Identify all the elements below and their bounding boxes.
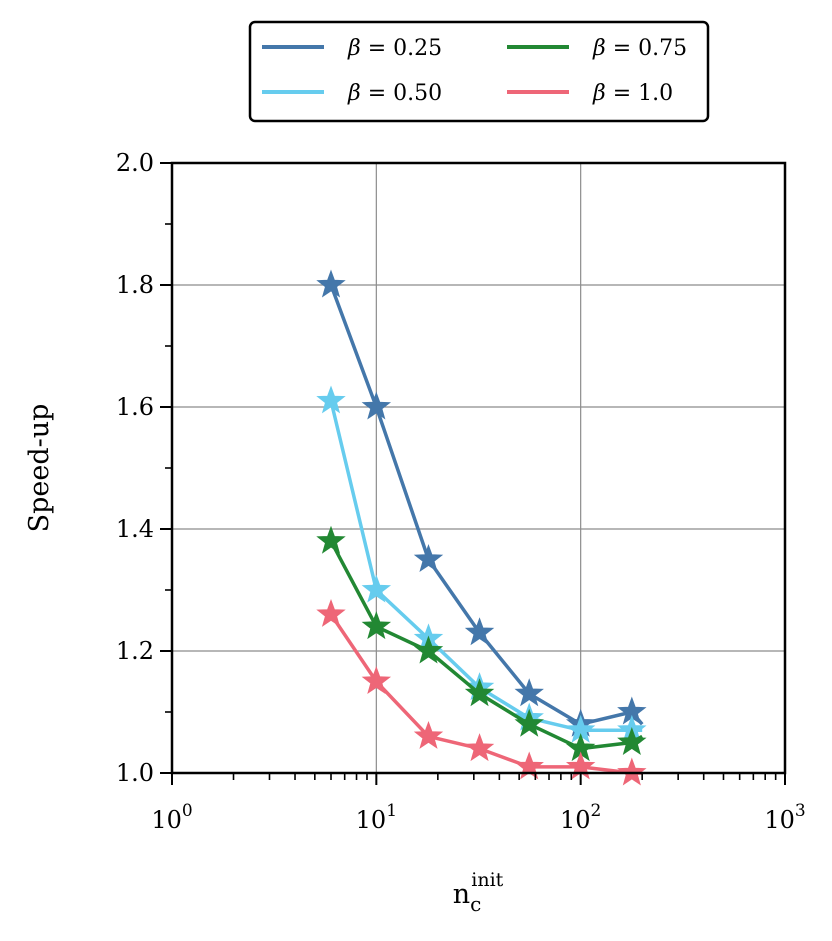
data-point-star bbox=[316, 385, 346, 414]
ticks: 1.0 1.2 1.4 1.6 1.8 2.0 100 101 102 103 bbox=[116, 149, 806, 834]
data-point-star bbox=[361, 611, 392, 640]
legend-label: β = 0.25 bbox=[347, 36, 442, 61]
x-axis-label-base: n bbox=[453, 879, 470, 910]
legend-box bbox=[248, 20, 710, 123]
y-tick-label: 2.0 bbox=[116, 149, 154, 177]
y-tick-label: 1.8 bbox=[116, 271, 154, 299]
x-tick-label: 102 bbox=[560, 801, 601, 834]
x-axis-label-sub: c bbox=[470, 892, 481, 916]
data-point-star bbox=[316, 525, 346, 554]
data-point-star bbox=[464, 733, 495, 762]
y-tick-label: 1.6 bbox=[116, 393, 154, 421]
data-point-star bbox=[361, 391, 392, 420]
data-point-star bbox=[361, 574, 392, 603]
x-axis-label: ncinit bbox=[453, 869, 504, 916]
series-layer bbox=[316, 269, 647, 786]
x-tick-label: 101 bbox=[356, 801, 397, 834]
data-point-star bbox=[464, 617, 495, 646]
y-tick-label: 1.0 bbox=[116, 759, 154, 787]
legend: β = 0.25 β = 0.50 β = 0.75 β = 1.0 bbox=[248, 20, 710, 123]
y-tick-label: 1.4 bbox=[116, 515, 154, 543]
y-tick-label: 1.2 bbox=[116, 637, 154, 665]
data-point-star bbox=[413, 544, 444, 573]
x-axis-label-sup: init bbox=[471, 869, 503, 891]
legend-label: β = 1.0 bbox=[592, 81, 673, 106]
data-point-star bbox=[361, 666, 392, 695]
legend-label: β = 0.75 bbox=[592, 36, 687, 61]
data-point-star bbox=[514, 678, 544, 707]
x-tick-label: 103 bbox=[764, 801, 805, 834]
data-point-star bbox=[617, 757, 647, 786]
data-point-star bbox=[316, 598, 346, 627]
series-line bbox=[329, 284, 644, 726]
data-point-star bbox=[514, 708, 544, 737]
data-point-star bbox=[316, 269, 346, 298]
legend-label: β = 0.50 bbox=[347, 81, 442, 106]
x-tick-label: 100 bbox=[151, 801, 192, 834]
data-point-star bbox=[413, 720, 444, 749]
data-point-star bbox=[617, 727, 647, 756]
y-axis-label: Speed-up bbox=[24, 404, 55, 533]
data-point-star bbox=[413, 635, 444, 664]
data-point-star bbox=[464, 678, 495, 707]
series-line bbox=[329, 540, 644, 751]
